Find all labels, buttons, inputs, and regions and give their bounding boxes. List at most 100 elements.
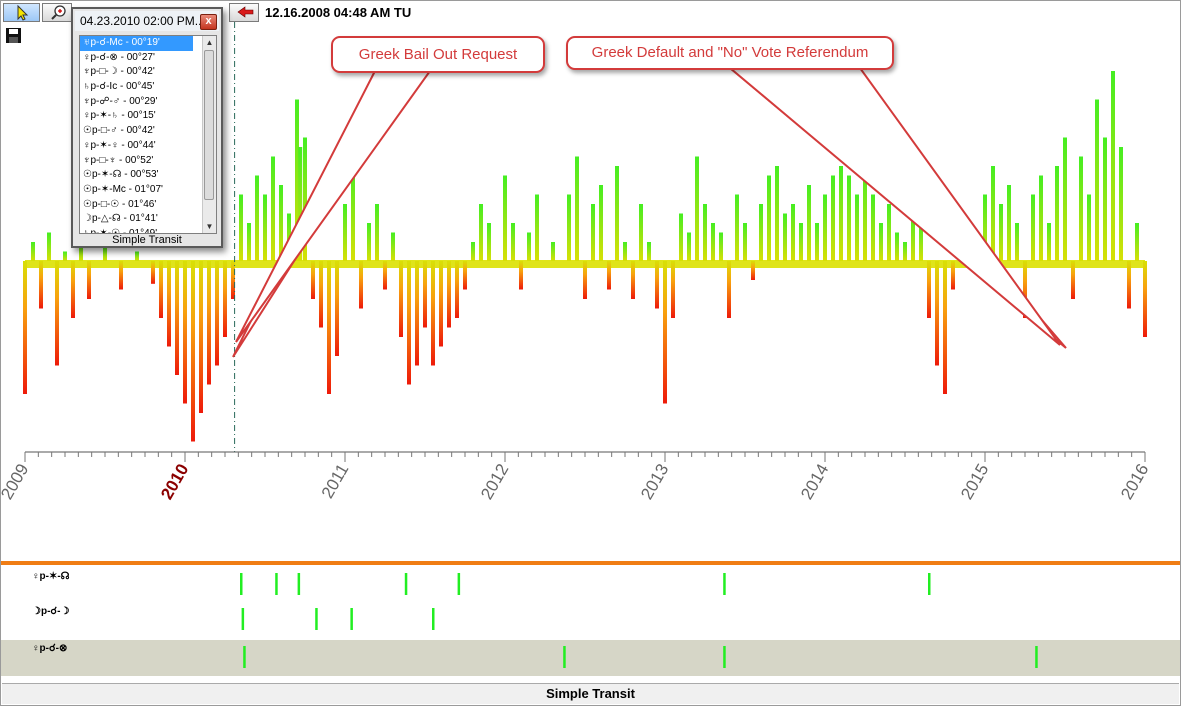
list-item[interactable]: ♄p-☌-Ic - 00°45' — [83, 81, 155, 93]
transit-hit-mark — [243, 646, 246, 668]
list-item[interactable]: ♀p-☌-⊗ - 00°27' — [83, 51, 155, 63]
tick-label: 2015 — [957, 461, 992, 503]
chart-bar — [711, 223, 715, 261]
chart-bar — [599, 185, 603, 261]
chart-bar — [687, 232, 691, 261]
chart-bar — [1007, 185, 1011, 261]
chart-bar — [439, 261, 443, 347]
chart-bar — [839, 166, 843, 261]
tick-label: 2010 — [157, 461, 192, 503]
scroll-up-icon[interactable]: ▲ — [205, 38, 214, 47]
chart-bar — [911, 213, 915, 261]
chart-bar — [471, 242, 475, 261]
tick-label: 2011 — [318, 461, 353, 502]
chart-bar — [575, 156, 579, 261]
chart-bar — [359, 261, 363, 309]
chart-bar — [1087, 194, 1091, 261]
chart-bar — [679, 213, 683, 261]
list-item[interactable]: ☽p-△-☊ - 01°41' — [83, 213, 158, 225]
chart-bar — [311, 261, 315, 299]
chart-bar — [255, 175, 259, 261]
transit-hit-mark — [240, 573, 243, 595]
chart-bar — [298, 147, 303, 261]
chart-bar — [239, 194, 243, 261]
chart-bar — [231, 261, 235, 299]
back-button[interactable] — [229, 3, 259, 22]
chart-bar — [1015, 223, 1019, 261]
save-button[interactable] — [4, 26, 24, 45]
tick-label: 2013 — [637, 461, 672, 503]
transit-hit-mark — [241, 608, 245, 630]
chart-bar — [1079, 156, 1083, 261]
chart-bar — [431, 261, 435, 366]
chart-bar — [1055, 166, 1059, 261]
transit-hit-mark — [928, 573, 931, 595]
chart-bar — [215, 261, 219, 366]
transit-hit-mark — [563, 646, 566, 668]
list-item[interactable]: ☉p-✶-Mc - 01°07' — [83, 183, 163, 195]
chart-bar — [703, 204, 707, 261]
aspect-list[interactable]: ♅p-☌-Mc - 00°19' ♀p-☌-⊗ - 00°27' ♆p-□-☽ - … — [79, 35, 217, 234]
chart-bar — [759, 204, 763, 261]
transit-row-label: ☽p-☌-☽ — [32, 606, 70, 617]
chart-bar — [519, 261, 523, 290]
scrollbar[interactable]: ▲ ▼ — [202, 36, 216, 233]
chart-bar — [751, 261, 755, 280]
chart-bar — [1119, 147, 1123, 261]
highlighted-row — [1, 640, 1180, 676]
chart-bar — [407, 261, 411, 385]
transit-hit-mark — [350, 608, 353, 630]
chart-bar — [415, 261, 419, 366]
chart-bar — [535, 194, 539, 261]
scroll-down-icon[interactable]: ▼ — [205, 222, 214, 231]
list-item[interactable]: ♄p-✶-☉ - 01°49' — [83, 227, 158, 234]
chart-bar — [863, 166, 867, 261]
chart-bar — [1143, 261, 1147, 337]
chart-bar — [887, 204, 891, 261]
scroll-thumb[interactable] — [204, 50, 214, 200]
chart-bar — [743, 223, 747, 261]
chart-bar — [63, 251, 67, 261]
status-bar: Simple Transit — [2, 683, 1179, 704]
chart-bar — [1103, 137, 1107, 261]
chart-bar — [1039, 175, 1043, 261]
chart-bar — [167, 261, 171, 347]
chart-bar — [319, 261, 323, 328]
list-item[interactable]: ☉p-□-♂ - 00°42' — [83, 125, 155, 137]
chart-bar — [463, 261, 467, 290]
list-item[interactable]: ☉p-□-☉ - 01°46' — [83, 198, 157, 210]
chart-bar — [271, 156, 275, 261]
chart-bar — [799, 223, 803, 261]
list-item[interactable]: ♆p-□-☽ - 00°42' — [83, 66, 155, 78]
chart-bar — [695, 156, 699, 261]
list-item[interactable]: ♀p-✶-♀ - 00°44' — [83, 139, 156, 151]
chart-bar — [527, 232, 531, 261]
chart-bar — [591, 204, 595, 261]
list-item[interactable]: ♆p-□-♆ - 00°52' — [83, 154, 154, 166]
transit-hit-mark — [404, 573, 408, 595]
zoom-button[interactable] — [42, 3, 72, 22]
chart-bar — [39, 261, 43, 309]
magnifier-zoom-icon — [51, 5, 66, 20]
chart-bar — [79, 242, 83, 261]
list-item[interactable]: ♀p-✶-♄ - 00°15' — [83, 110, 156, 122]
list-item[interactable]: ♆p-☍-♂ - 00°29' — [83, 95, 158, 107]
popup-titlebar[interactable]: 04.23.2010 02:00 PM... x — [75, 11, 219, 31]
callout-default-referendum: Greek Default and "No" Vote Referendum — [566, 36, 894, 70]
chart-bar — [47, 232, 51, 261]
chart-bar — [815, 223, 819, 261]
chart-bar — [1063, 137, 1067, 261]
chart-bar — [871, 194, 875, 261]
chart-bar — [351, 166, 355, 261]
close-icon[interactable]: x — [200, 14, 217, 30]
chart-bar — [1031, 194, 1035, 261]
pointer-tool-button[interactable] — [3, 3, 40, 22]
chart-bar — [935, 261, 939, 366]
chart-bar — [823, 194, 827, 261]
transit-hit-mark — [723, 573, 726, 595]
list-item[interactable]: ♅p-☌-Mc - 00°19' — [80, 36, 193, 51]
list-item[interactable]: ☉p-✶-☊ - 00°53' — [83, 169, 159, 181]
red-arrow-left-icon — [237, 6, 254, 18]
chart-bar — [831, 175, 835, 261]
chart-bar — [647, 242, 651, 261]
